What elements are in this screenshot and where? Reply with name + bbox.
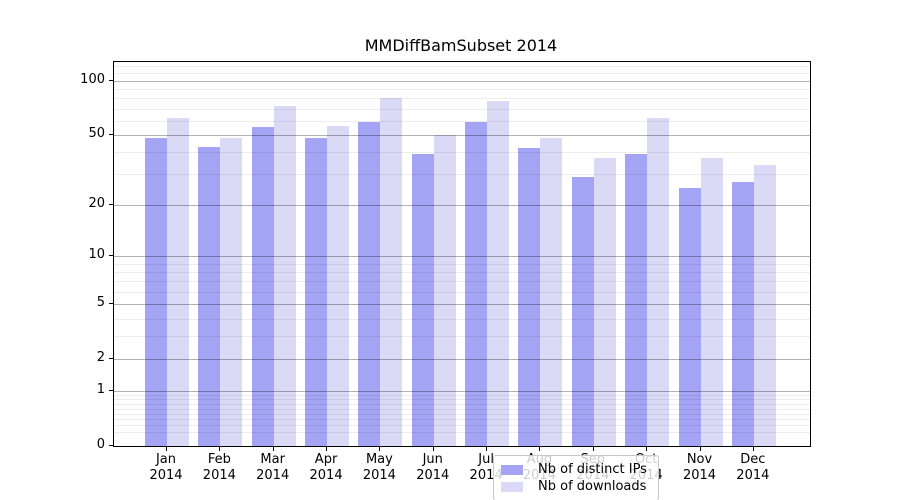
x-tick-month: Mar: [260, 452, 285, 467]
y-tick-label: 100: [80, 71, 105, 87]
y-tick-mark: [109, 133, 113, 135]
bar-nb-of-distinct-ips-jun: [411, 154, 434, 446]
bar-nb-of-distinct-ips-may: [358, 121, 381, 446]
x-tick-month: Dec: [740, 452, 766, 467]
bar-nb-of-distinct-ips-apr: [305, 138, 328, 446]
y-tick-mark: [109, 303, 113, 305]
plot-area: Nb of distinct IPs Nb of downloads: [113, 61, 811, 500]
bar-nb-of-downloads-may: [380, 98, 403, 446]
x-tick-mark: [699, 446, 701, 451]
x-tick-month: Apr: [314, 452, 338, 467]
bar-nb-of-downloads-mar: [273, 106, 296, 446]
y-tick-label: 2: [96, 350, 105, 366]
chart-legend: Nb of distinct IPs Nb of downloads: [493, 455, 659, 500]
y-tick-mark: [109, 445, 113, 446]
legend-label-distinct-ips: Nb of distinct IPs: [538, 462, 647, 477]
y-tick-label: 20: [88, 196, 105, 212]
y-tick-label: 50: [88, 125, 105, 141]
bars-layer: [114, 62, 810, 446]
bar-nb-of-downloads-oct: [647, 118, 670, 446]
x-tick-month: Feb: [207, 452, 231, 467]
bar-nb-of-downloads-dec: [753, 164, 776, 446]
chart-title: MMDiffBamSubset 2014: [364, 36, 558, 55]
x-tick-mark: [219, 446, 221, 451]
x-tick-mark: [486, 446, 488, 451]
x-tick-month: Jul: [478, 452, 494, 467]
y-tick-mark: [109, 255, 113, 257]
bar-nb-of-distinct-ips-jan: [145, 138, 167, 446]
x-tick-mark: [432, 446, 434, 451]
x-tick-month: Jan: [155, 452, 177, 467]
x-tick-label-nov: Nov 2014: [670, 452, 730, 484]
x-tick-year: 2014: [256, 468, 290, 483]
y-tick-label: 1: [96, 382, 105, 398]
x-tick-year: 2014: [416, 468, 450, 483]
y-tick-label: 0: [96, 437, 105, 452]
x-tick-year: 2014: [362, 468, 396, 483]
x-tick-label-feb: Feb 2014: [189, 452, 249, 484]
bar-nb-of-downloads-sep: [593, 158, 616, 446]
x-tick-month: Nov: [686, 452, 713, 467]
bar-nb-of-downloads-nov: [700, 158, 723, 446]
x-tick-label-mar: Mar 2014: [243, 452, 303, 484]
x-tick-mark: [539, 446, 541, 451]
x-tick-year: 2014: [202, 468, 236, 483]
x-tick-label-jun: Jun 2014: [403, 452, 463, 484]
bar-nb-of-downloads-feb: [220, 138, 243, 446]
x-tick-label-apr: Apr 2014: [296, 452, 356, 484]
x-tick-mark: [752, 446, 754, 451]
bar-nb-of-downloads-jun: [433, 134, 456, 446]
bar-nb-of-distinct-ips-nov: [678, 188, 701, 446]
bar-nb-of-distinct-ips-oct: [625, 154, 648, 446]
bar-nb-of-distinct-ips-jul: [465, 121, 488, 446]
y-tick-mark: [109, 204, 113, 206]
x-tick-year: 2014: [682, 468, 717, 483]
bar-nb-of-downloads-jul: [487, 101, 510, 446]
x-tick-label-dec: Dec 2014: [723, 452, 783, 484]
x-tick-label-jan: Jan 2014: [136, 452, 196, 484]
legend-item-downloads: Nb of downloads: [501, 479, 651, 495]
bar-nb-of-downloads-jan: [167, 118, 189, 446]
y-tick-mark: [109, 358, 113, 360]
x-tick-label-may: May 2014: [349, 452, 409, 484]
legend-item-distinct-ips: Nb of distinct IPs: [501, 462, 651, 478]
y-tick-mark: [109, 79, 113, 81]
x-tick-year: 2014: [149, 468, 183, 483]
bar-nb-of-distinct-ips-sep: [571, 176, 594, 446]
bar-nb-of-downloads-aug: [540, 138, 563, 446]
x-tick-mark: [272, 446, 274, 451]
x-tick-month: Jun: [422, 452, 443, 467]
bar-nb-of-distinct-ips-mar: [251, 127, 274, 446]
y-tick-label: 5: [96, 295, 105, 311]
legend-swatch-distinct-ips: [501, 464, 523, 475]
bar-nb-of-distinct-ips-dec: [731, 182, 754, 446]
x-tick-mark: [592, 446, 594, 451]
y-tick-mark: [109, 390, 113, 392]
y-tick-label: 10: [88, 247, 105, 263]
legend-swatch-downloads: [501, 481, 523, 492]
x-tick-mark: [379, 446, 381, 451]
x-tick-month: May: [365, 452, 393, 467]
x-tick-mark: [326, 446, 328, 451]
x-tick-mark: [646, 446, 648, 451]
x-tick-year: 2014: [736, 468, 770, 483]
bar-nb-of-distinct-ips-feb: [198, 146, 221, 446]
x-tick-year: 2014: [309, 468, 343, 483]
legend-label-downloads: Nb of downloads: [538, 479, 647, 494]
bar-nb-of-downloads-apr: [327, 126, 350, 446]
bar-nb-of-distinct-ips-aug: [518, 148, 541, 446]
x-tick-mark: [166, 446, 167, 451]
